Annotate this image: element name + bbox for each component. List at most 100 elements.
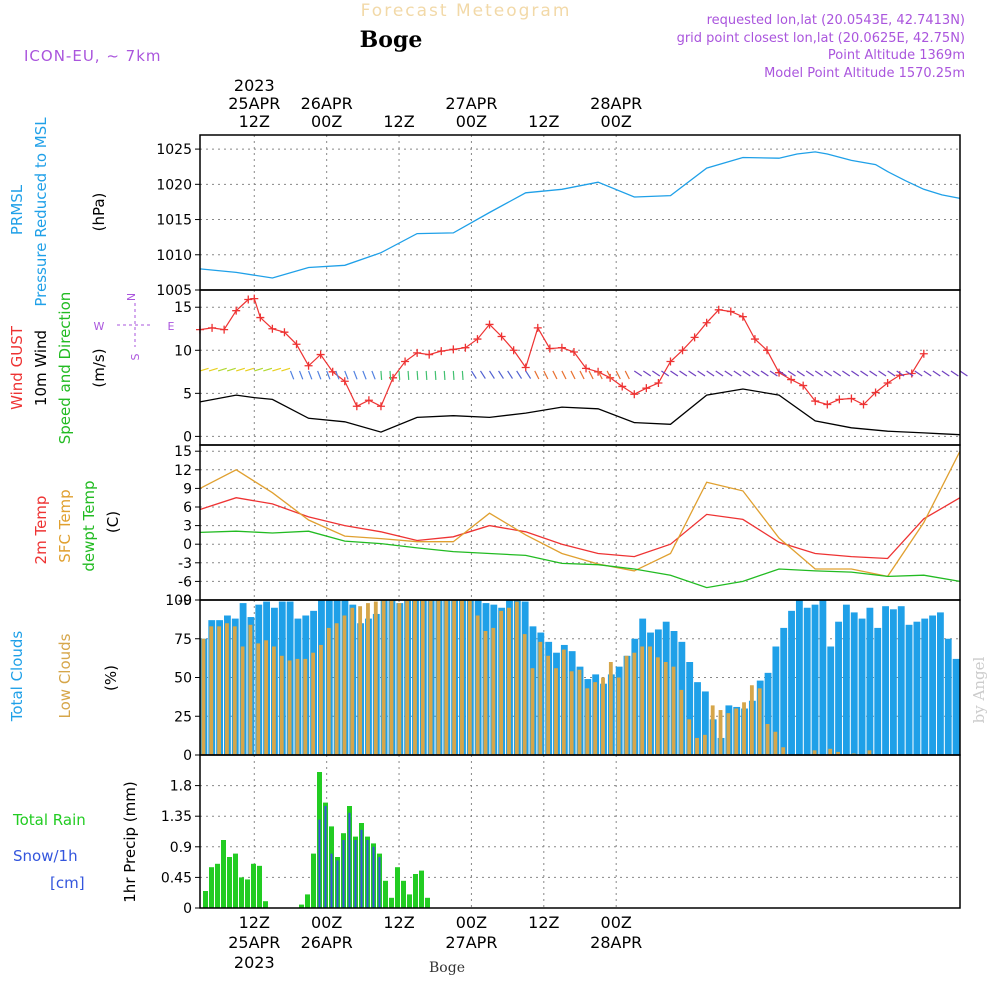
gust-marker: [654, 379, 663, 387]
rain-bar: [263, 901, 268, 908]
low-cloud-bar: [702, 734, 707, 755]
gust-marker: [533, 323, 542, 332]
wind-direction-arrow: [805, 370, 814, 377]
speed-direction-label: Speed and Direction: [56, 292, 74, 445]
wind-unit-label: (m/s): [90, 348, 108, 387]
wind-direction-arrow: [597, 370, 603, 380]
top-time-label: 28APR: [590, 94, 642, 113]
gust-marker: [280, 328, 289, 337]
low-cloud-bar: [232, 626, 237, 755]
low-cloud-bar: [452, 600, 457, 755]
rain-bar: [221, 840, 226, 908]
total-cloud-bar: [889, 609, 897, 755]
y-tick-label: 9: [183, 481, 192, 497]
y-tick-label: -3: [178, 556, 192, 572]
total-cloud-bar: [780, 627, 788, 755]
gust-marker: [811, 397, 820, 406]
gust-marker: [268, 324, 277, 333]
wind-direction-arrow: [398, 370, 401, 380]
top-time-label: 00Z: [456, 112, 487, 131]
rain-bar: [209, 867, 214, 908]
top-time-label: 12Z: [383, 112, 414, 131]
low-cloud-bar: [225, 623, 229, 755]
wind-direction-arrow: [226, 367, 236, 372]
gust-marker: [666, 357, 675, 366]
bottom-time-label: 25APR: [228, 933, 280, 952]
low-cloud-bar: [217, 626, 222, 755]
snow-bar: [348, 812, 351, 908]
low-cloud-bar: [201, 638, 206, 755]
low-cloud-bar: [366, 603, 370, 755]
total-cloud-bar: [835, 621, 842, 755]
gust-marker: [714, 305, 723, 314]
low-cloud-bar: [264, 640, 269, 755]
snow-bar: [324, 806, 327, 908]
gust-marker: [871, 388, 880, 397]
y-tick-label: -6: [178, 574, 192, 590]
low-cloud-bar: [765, 724, 770, 755]
rain-bar: [413, 874, 418, 908]
gust-marker: [376, 402, 385, 411]
low-cloud-bar: [585, 688, 590, 755]
gust-marker: [762, 346, 771, 355]
low-cloud-bar: [279, 655, 284, 755]
total-cloud-bar: [850, 612, 858, 755]
gust-marker: [413, 348, 422, 357]
wind-direction-arrow: [326, 370, 331, 380]
wind-direction-arrow: [769, 370, 778, 377]
wind-direction-arrow: [950, 370, 959, 377]
gust-marker: [823, 400, 832, 409]
wind-direction-arrow: [479, 370, 486, 379]
dewpoint-line: [199, 530, 961, 589]
low-cloud-bar: [632, 652, 637, 755]
wind-direction-arrow: [389, 370, 392, 380]
gust-marker: [738, 312, 747, 321]
top-time-label: 25APR: [228, 94, 280, 113]
total-cloud-bar: [811, 604, 819, 755]
wind-direction-arrow: [706, 370, 715, 377]
bottom-time-label: 28APR: [590, 933, 642, 952]
low-cloud-bar: [742, 702, 746, 755]
rain-bar: [419, 870, 424, 908]
low-cloud-bar: [507, 607, 511, 755]
wind-direction-arrow: [236, 367, 245, 372]
total-cloud-bar: [913, 621, 921, 755]
total-cloud-bar: [701, 691, 709, 755]
y-tick-label: 100: [165, 593, 192, 609]
gust-line: [199, 297, 925, 408]
bottom-time-label: 00Z: [456, 913, 487, 932]
wind-direction-arrow: [814, 370, 824, 377]
snow-bar: [360, 829, 363, 908]
rain-bar: [425, 897, 430, 908]
pressure-label-reduced: Pressure Reduced to MSL: [32, 117, 50, 307]
gust-marker: [232, 306, 241, 315]
wind-direction-arrow: [932, 370, 941, 377]
low-cloud-bar: [757, 688, 762, 755]
compass-n-label: N: [125, 293, 138, 301]
temp-2m-line: [199, 497, 961, 560]
gust-marker: [630, 390, 639, 399]
watermark: by Angel: [970, 656, 988, 723]
gust-marker: [726, 307, 735, 316]
total-cloud-bar: [921, 618, 929, 755]
snow-bar: [336, 860, 339, 908]
gust-marker: [473, 335, 482, 344]
top-time-label: 2023: [234, 76, 275, 95]
grid-point-coordinates: grid point closest lon,lat (20.0625E, 42…: [677, 31, 965, 46]
y-tick-label: 0.45: [161, 870, 192, 886]
requested-coordinates: requested lon,lat (20.0543E, 42.7413N): [707, 13, 965, 28]
low-cloud-bar: [655, 657, 660, 755]
snow-bar: [354, 840, 357, 908]
wind-direction-arrow: [254, 367, 264, 372]
wind-direction-arrow: [443, 370, 446, 380]
snow-bar: [330, 853, 333, 908]
low-cloud-bar: [601, 677, 605, 755]
wind-direction-arrow: [425, 370, 428, 380]
y-tick-label: -9: [178, 593, 192, 609]
pressure-line: [199, 151, 961, 279]
wind-direction-arrow: [715, 370, 724, 377]
wind-direction-arrow: [298, 370, 304, 380]
total-cloud-bar: [827, 646, 835, 755]
total-cloud-bar: [858, 618, 866, 755]
rain-bar: [251, 863, 256, 908]
